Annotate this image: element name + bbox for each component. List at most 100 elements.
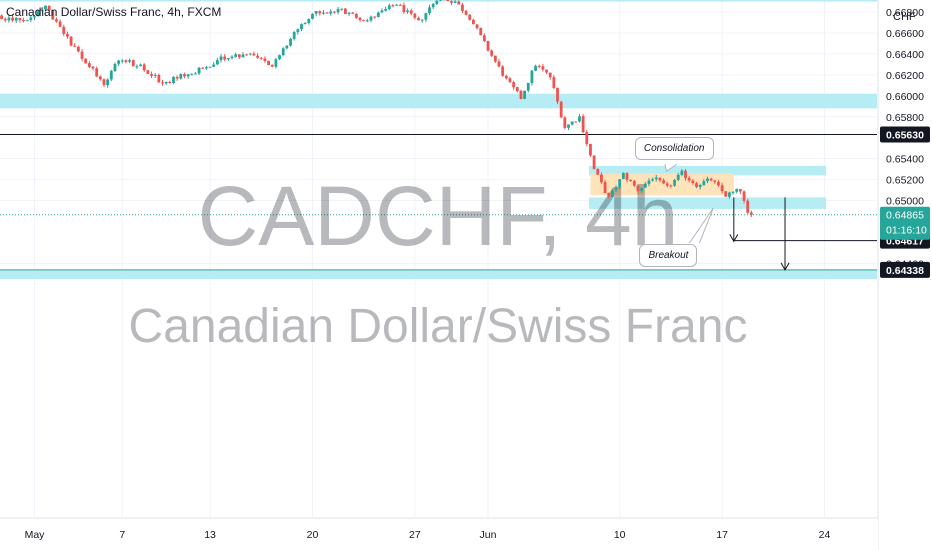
candle-body (625, 173, 629, 180)
candle-body (91, 66, 95, 69)
candle-body (706, 178, 709, 182)
candle-body (680, 170, 684, 176)
candle-body (325, 12, 329, 14)
candle-body (259, 57, 263, 59)
candle-body (402, 5, 406, 13)
candle-body (749, 212, 753, 215)
projection-arrows (729, 197, 790, 271)
candle-body (194, 73, 197, 75)
annotation-leaders (664, 163, 714, 244)
candle-body (545, 69, 548, 73)
candle-body (486, 41, 490, 51)
candle-body (179, 74, 183, 79)
candle-body (669, 185, 673, 187)
horizontal-levels (0, 134, 877, 271)
candle-body (245, 54, 249, 56)
candle-body (614, 187, 618, 191)
candle-body (84, 58, 88, 64)
candle-body (468, 14, 472, 20)
candle-body (570, 121, 574, 125)
level-badge (880, 126, 930, 143)
candle-body (431, 3, 435, 8)
candle-body (391, 5, 395, 7)
candle-body (665, 183, 669, 186)
candle-body (135, 66, 139, 68)
candle-body (343, 8, 347, 14)
x-tick-label: 7 (119, 529, 125, 541)
candle-body (632, 181, 636, 186)
candle-body (607, 192, 611, 197)
candle-body (146, 70, 150, 74)
candle-body (120, 60, 124, 62)
candle-body (314, 11, 318, 14)
candle-body (117, 60, 121, 64)
candle-body (307, 19, 311, 24)
candle-body (354, 13, 358, 18)
candle-body (296, 29, 300, 33)
candle-body (95, 68, 99, 77)
candle-body (102, 79, 106, 86)
candle-body (482, 35, 486, 42)
candle-body (464, 10, 468, 15)
candle-body (563, 117, 567, 128)
candle-body (351, 12, 355, 14)
y-tick-label: 0.66800 (886, 7, 924, 19)
candle-body (252, 53, 256, 56)
zone-upper-range (588, 165, 826, 176)
candle-body (98, 76, 102, 80)
y-tick-label: 0.66600 (886, 28, 924, 40)
candle-body (695, 183, 698, 188)
candle-body (274, 59, 278, 67)
candle-body (417, 17, 420, 21)
candle-body (226, 58, 230, 60)
annotation-consolidation[interactable]: Consolidation (634, 137, 714, 161)
candle-body (66, 33, 69, 37)
zone-lower-support (588, 197, 826, 209)
y-tick-label: 0.65000 (886, 196, 924, 208)
candle-body (537, 65, 541, 67)
candle-body (333, 11, 336, 13)
candle-body (493, 55, 497, 62)
candle-body (175, 76, 179, 79)
zone-top-resistance (0, 0, 877, 2)
candle-body (219, 56, 223, 61)
watermark-symbol: CADCHF, 4h (198, 169, 679, 263)
candle-body (651, 179, 655, 181)
x-tick-label: 17 (716, 529, 728, 541)
candle-body (629, 179, 633, 182)
candle-body (362, 19, 366, 21)
candle-body (406, 10, 409, 12)
candle-body (717, 181, 720, 186)
candle-body (424, 13, 428, 20)
symbol-title[interactable]: Canadian Dollar/Swiss Franc, 4h, FXCM (6, 5, 222, 19)
candle-body (201, 67, 205, 69)
candle-body (347, 12, 351, 14)
candle-body (58, 21, 62, 27)
currency-label[interactable]: CHF (893, 11, 916, 23)
candle-body (340, 8, 344, 10)
candle-body (398, 4, 402, 6)
candle-body (76, 46, 80, 52)
candle-body (541, 66, 545, 70)
last-price-badge (880, 206, 930, 240)
candle-body (519, 90, 523, 99)
candle-body (673, 179, 676, 186)
candle-body (215, 60, 219, 65)
candle-body (720, 185, 724, 192)
candle-body (643, 183, 647, 188)
candle-body (600, 174, 603, 183)
candle-body (22, 19, 25, 21)
annotation-breakout[interactable]: Breakout (639, 244, 698, 268)
candle-body (25, 20, 29, 22)
candle-body (589, 144, 592, 156)
candle-body (731, 191, 735, 193)
candle-body (578, 116, 581, 122)
candle-body (457, 1, 461, 5)
candle-body (18, 18, 22, 21)
candle-body (44, 5, 47, 10)
candle-body (508, 78, 512, 83)
x-tick-label: Jun (480, 529, 497, 541)
candle-body (647, 180, 651, 184)
